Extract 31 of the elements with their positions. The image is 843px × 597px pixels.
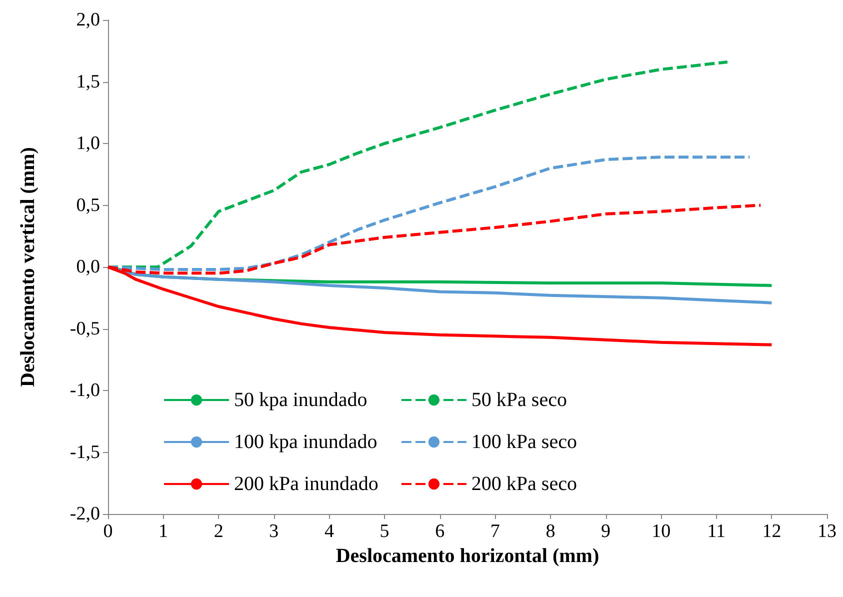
y-tick-label: -0,5: [70, 318, 100, 340]
legend-label: 50 kPa seco: [471, 389, 567, 411]
x-tick-label: 7: [490, 521, 500, 542]
legend-label: 50 kpa inundado: [234, 389, 368, 411]
x-tick-label: 1: [158, 521, 168, 542]
legend-label: 200 kPa inundado: [234, 473, 378, 495]
x-tick-label: 11: [707, 521, 726, 542]
x-tick-label: 0: [103, 521, 113, 542]
x-axis-title: Deslocamento horizontal (mm): [336, 544, 600, 567]
y-axis-title: Deslocamento vertical (mm): [17, 147, 39, 387]
x-tick-label: 6: [435, 521, 445, 542]
y-tick-label: 1,5: [76, 71, 100, 92]
x-tick-label: 10: [652, 521, 671, 542]
x-tick-label: 3: [269, 521, 279, 542]
y-tick-label: 0,5: [76, 194, 100, 216]
x-tick-label: 4: [324, 521, 334, 542]
y-tick-label: 2,0: [76, 10, 100, 30]
x-tick-label: 13: [818, 521, 836, 542]
legend-label: 100 kpa inundado: [234, 431, 378, 453]
y-tick-label: -2,0: [70, 504, 100, 524]
x-tick-label: 9: [601, 521, 611, 542]
x-tick-label: 8: [546, 521, 556, 542]
y-tick-label: -1,0: [70, 380, 100, 401]
x-tick-label: 5: [380, 521, 390, 542]
legend-label: 100 kPa seco: [471, 431, 577, 453]
y-tick-label: 0,0: [76, 256, 100, 278]
legend-label: 200 kPa seco: [471, 473, 577, 495]
x-tick-label: 12: [762, 521, 782, 542]
x-tick-label: 2: [214, 521, 224, 542]
y-tick-label: -1,5: [70, 442, 100, 463]
y-tick-label: 1,0: [76, 133, 100, 154]
